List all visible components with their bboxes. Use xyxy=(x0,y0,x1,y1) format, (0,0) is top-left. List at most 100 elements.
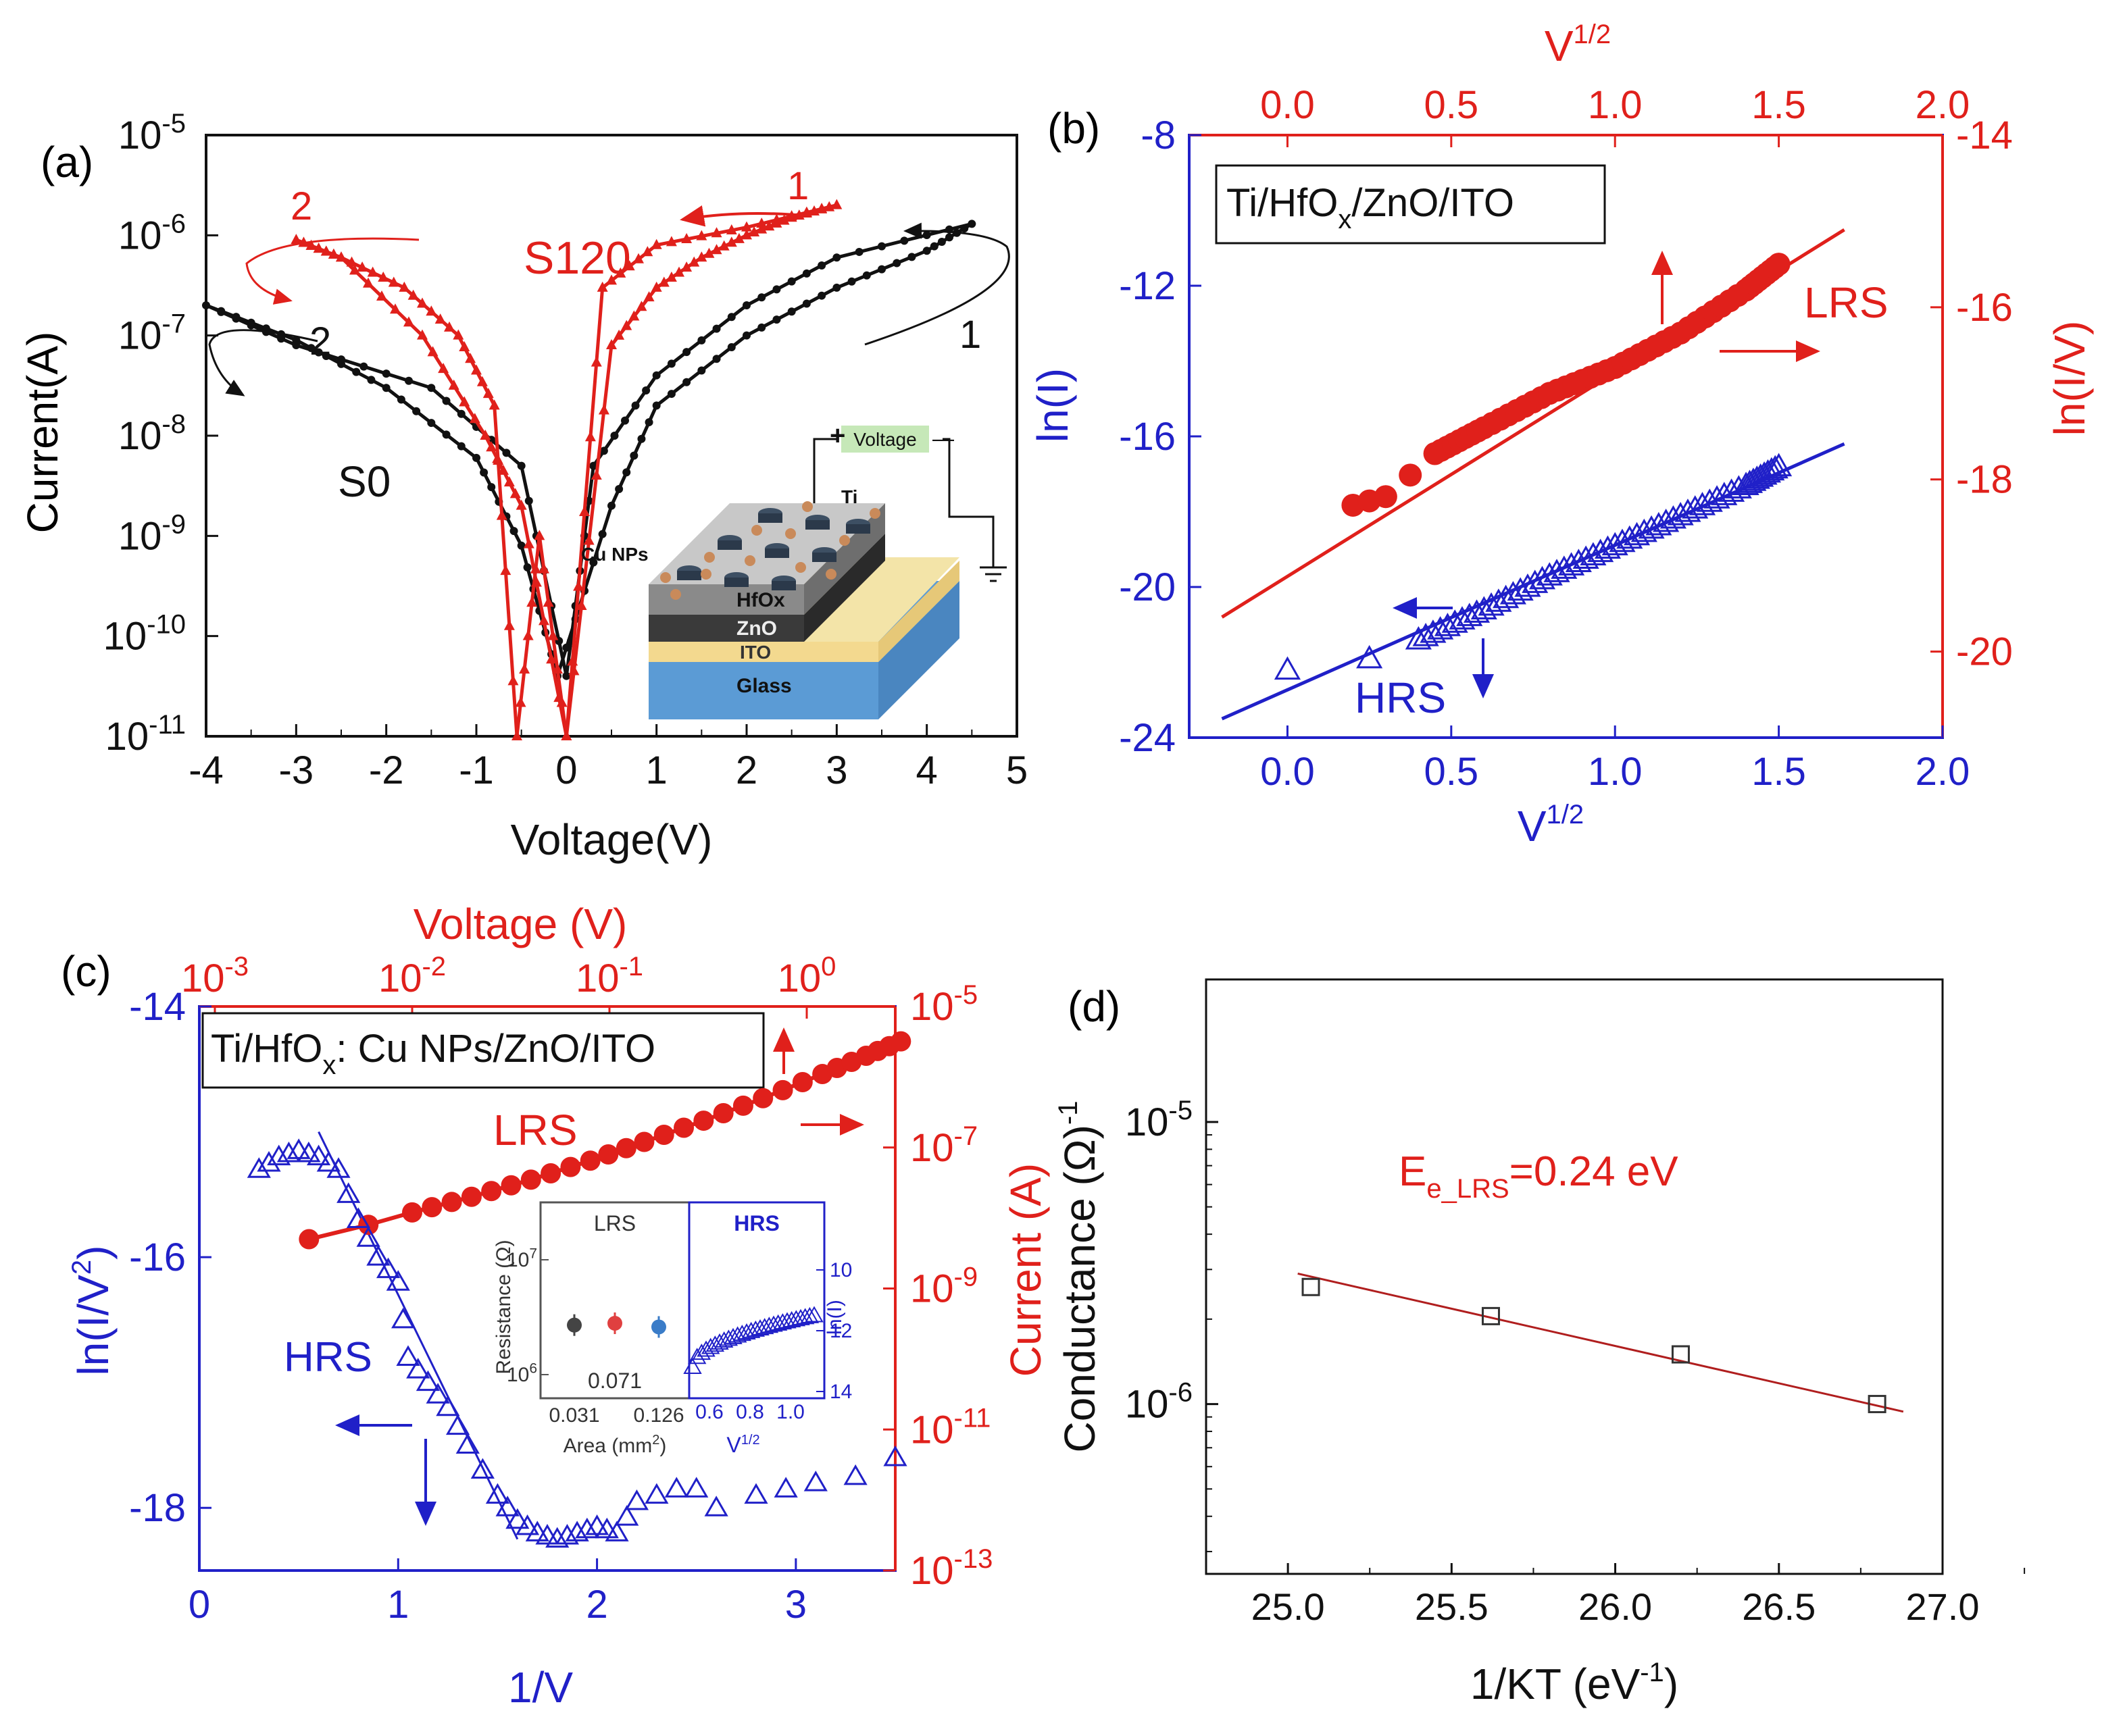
panel-d-ylabel: Conductance (Ω)-1 xyxy=(1053,1101,1104,1453)
s120-point xyxy=(749,226,760,236)
c-lrs-point xyxy=(299,1229,320,1250)
glass-side xyxy=(878,581,959,719)
c-xtick-top-label: 10-1 xyxy=(576,952,643,1000)
s120-point xyxy=(471,364,482,375)
s120-return-point xyxy=(336,251,347,262)
d-ytick-label: 10-6 xyxy=(1125,1378,1193,1427)
s120-label: S120 xyxy=(524,232,631,284)
red-cycle-label-1: 1 xyxy=(787,164,809,208)
b-ytick-left-label: -20 xyxy=(1119,565,1176,609)
s120-point xyxy=(764,220,775,231)
red-cycle-arrow-2 xyxy=(245,237,420,305)
b-xtick-top-label: 0.0 xyxy=(1260,83,1315,127)
black-cycle-arrow-2 xyxy=(208,329,318,397)
s120-return-point xyxy=(681,233,693,244)
panel-b-hrs-label: HRS xyxy=(1355,673,1446,722)
s120-point xyxy=(674,266,684,277)
inset-hrs-point xyxy=(719,1329,739,1346)
s120-return-point xyxy=(666,236,677,247)
panel-c-title: Ti/HfOx: Cu NPs/ZnO/ITO xyxy=(211,1027,655,1080)
ito-side xyxy=(878,561,959,662)
c-hrs-point xyxy=(366,1245,391,1266)
inset-hrs-point xyxy=(692,1344,711,1360)
s0-return-point xyxy=(900,236,909,245)
b-ytick-right-label: -16 xyxy=(1956,286,2013,330)
c-ytick-left-label: -16 xyxy=(129,1235,186,1279)
s0-point xyxy=(472,453,480,462)
s0-return-point xyxy=(667,359,676,368)
hrs-point xyxy=(1725,475,1752,499)
inset-hrs-point xyxy=(714,1331,734,1348)
inset-hrs-point xyxy=(701,1337,720,1354)
c-lrs-point xyxy=(653,1125,674,1146)
ti-text: Ti xyxy=(841,486,857,507)
panel-b-lrs-label: LRS xyxy=(1804,278,1889,327)
c-xtick-label: 1 xyxy=(387,1583,409,1627)
s120-return-point xyxy=(530,576,542,587)
red-cycle-label-2: 2 xyxy=(291,184,312,228)
s120-point xyxy=(453,329,464,340)
c-hrs-point xyxy=(495,1496,520,1516)
s120-return-point xyxy=(831,199,843,209)
cu-nanoparticle xyxy=(751,525,762,536)
inset-resistance-point xyxy=(651,1319,666,1335)
d-point xyxy=(1671,1345,1690,1364)
s0-return-point xyxy=(727,313,736,322)
c-xtick-label: 3 xyxy=(785,1583,807,1627)
hrs-point xyxy=(1751,461,1778,485)
panel-d: (d) 25.0 25.5 26.0 26.5 27.0 10-6 10-5 1/KT (e… xyxy=(1053,978,2026,1708)
b-ytick-left-label: -24 xyxy=(1119,716,1176,760)
inset-r-xtick-label: 1.0 xyxy=(776,1401,805,1423)
s0-return-point xyxy=(442,397,451,405)
black-cycle-label-2: 2 xyxy=(309,320,331,363)
ground-symbol xyxy=(980,566,1007,582)
s0-return-point xyxy=(517,461,526,470)
s120-return-point xyxy=(584,431,596,442)
ti-electrode-body xyxy=(724,578,749,587)
panel-d-xlabel: 1/KT (eV-1) xyxy=(1470,1658,1678,1708)
s0-return-point xyxy=(247,321,255,330)
hrs-point xyxy=(1274,656,1301,680)
zno-text: ZnO xyxy=(736,617,777,640)
s120-return-point xyxy=(498,464,509,475)
s120-return-point xyxy=(624,260,635,271)
s0-point xyxy=(667,390,676,399)
s0-return-point xyxy=(610,432,619,440)
c-hrs-point xyxy=(306,1144,331,1166)
s120-return-point xyxy=(567,655,578,666)
c-ytick-left-label: -14 xyxy=(129,985,186,1029)
s0-point xyxy=(517,541,526,550)
s0-point xyxy=(787,307,796,316)
panel-d-ticks: 25.0 25.5 26.0 26.5 27.0 10-6 10-5 xyxy=(1125,1096,2026,1628)
s120-point xyxy=(591,469,602,480)
panel-c-title-box xyxy=(201,1012,765,1089)
s0-point xyxy=(893,259,901,267)
b-ytick-left-label: -8 xyxy=(1141,113,1176,157)
d-xtick-label: 27.0 xyxy=(1906,1585,1980,1628)
s120-point xyxy=(539,563,549,573)
s120-return-point xyxy=(615,267,626,278)
b-xtick-top-label: 1.5 xyxy=(1751,83,1806,127)
b-xtick-bottom-label: 1.5 xyxy=(1751,750,1806,794)
inset-ytick-label: 107 xyxy=(507,1246,537,1271)
s0-point xyxy=(589,558,598,567)
s0-return-point xyxy=(878,242,886,251)
s0-return-point xyxy=(712,324,721,333)
c-hrs-point xyxy=(336,1182,361,1203)
b-xtick-bottom-label: 1.0 xyxy=(1588,750,1643,794)
s120-point xyxy=(489,399,500,410)
ti-electrodes xyxy=(660,501,880,600)
c-lrs-point xyxy=(520,1169,541,1190)
a-xtick-label: 0 xyxy=(555,748,577,792)
ti-electrode-body xyxy=(772,581,796,590)
c-hrs-point xyxy=(774,1477,798,1498)
s0-return-point xyxy=(562,671,571,680)
hrs-point xyxy=(1754,459,1782,483)
s120-return-point xyxy=(469,413,480,424)
c-hrs-point xyxy=(525,1521,549,1541)
a-ytick-label: 10-11 xyxy=(105,710,186,759)
c-lrs-point xyxy=(616,1138,636,1158)
inset-hrs-point xyxy=(710,1333,729,1350)
cu-nanoparticle xyxy=(660,572,671,583)
